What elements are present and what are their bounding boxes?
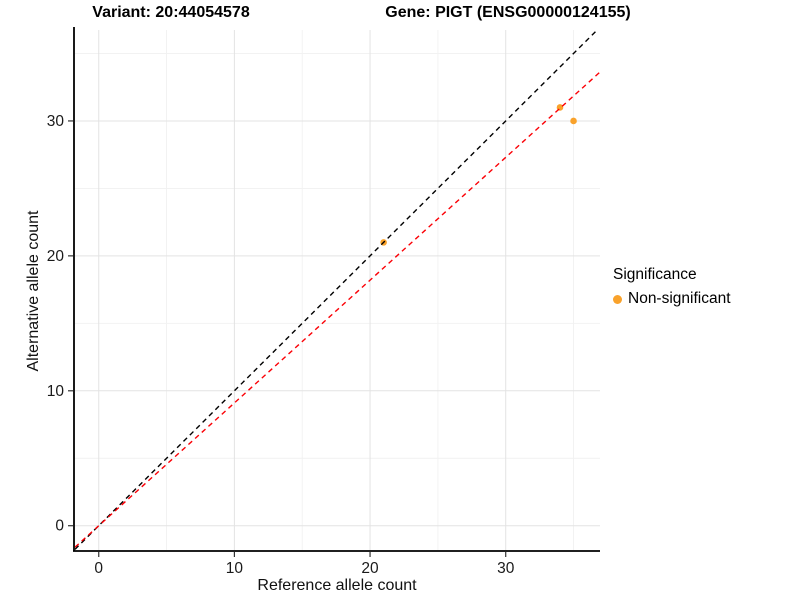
y-tick-label: 0	[55, 518, 64, 535]
variant-title: Variant: 20:44054578	[92, 4, 250, 21]
legend-title: Significance	[613, 266, 697, 283]
y-axis-label: Alternative allele count	[25, 210, 42, 372]
y-tick-label: 20	[47, 248, 65, 265]
x-tick-label: 30	[497, 560, 515, 577]
legend-point-swatch	[613, 294, 622, 304]
legend: Significance Non-significant	[613, 266, 731, 308]
legend-item-non-significant: Non-significant	[613, 290, 731, 308]
identity-line	[75, 30, 599, 550]
x-axis-label: Reference allele count	[257, 577, 417, 594]
x-tick-label: 10	[226, 560, 244, 577]
x-tick-label: 20	[361, 560, 379, 577]
legend-item-label: Non-significant	[628, 290, 731, 307]
x-tick-label: 0	[94, 560, 103, 577]
y-tick-label: 10	[47, 383, 65, 400]
fit-line	[75, 71, 600, 548]
gene-title: Gene: PIGT (ENSG00000124155)	[385, 4, 631, 21]
data-point	[570, 117, 577, 125]
y-tick-label: 30	[47, 113, 65, 130]
